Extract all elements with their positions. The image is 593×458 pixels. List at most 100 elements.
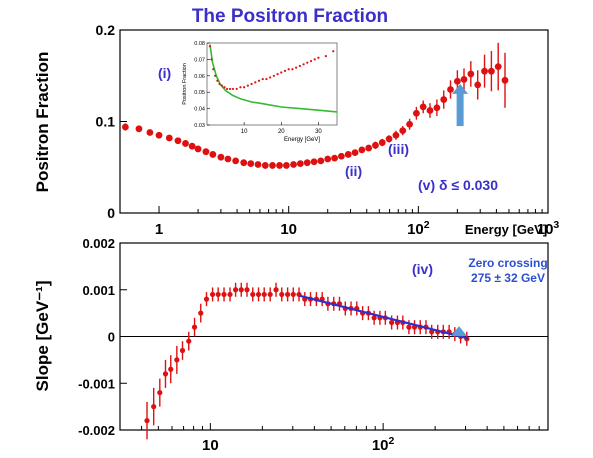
top-xlabel: Energy [GeV] xyxy=(465,222,547,237)
top-point xyxy=(194,145,202,153)
top-point xyxy=(282,162,290,169)
inset-point xyxy=(276,73,279,76)
top-point xyxy=(217,153,225,161)
top-point xyxy=(261,162,269,169)
top-point xyxy=(188,142,196,150)
top-point xyxy=(317,157,325,165)
bottom-point xyxy=(198,310,204,316)
bottom-point xyxy=(406,324,412,330)
zero-crossing-label: Zero crossing xyxy=(468,256,547,270)
inset-point xyxy=(298,64,301,68)
top-point xyxy=(365,144,373,152)
top-point xyxy=(224,155,232,163)
inset-point xyxy=(309,59,313,63)
top-point xyxy=(378,139,386,146)
top-point xyxy=(209,151,217,158)
bottom-point xyxy=(186,338,192,344)
top-point xyxy=(247,160,255,167)
bottom-y-tick-label: -0.002 xyxy=(78,423,115,438)
bottom-point xyxy=(244,287,250,293)
top-point xyxy=(269,162,276,169)
top-point xyxy=(240,159,248,167)
top-arrow-head xyxy=(452,83,469,94)
inset-point xyxy=(295,66,298,69)
top-point xyxy=(296,160,304,167)
top-point xyxy=(310,158,318,166)
top-point xyxy=(135,125,143,133)
top-x-tick-label: 103 xyxy=(537,219,560,238)
inset-point xyxy=(280,71,283,74)
bottom-ylabel: Slope [GeV⁻¹] xyxy=(33,281,52,392)
inset-point xyxy=(272,74,275,77)
bottom-point xyxy=(179,347,186,354)
bottom-point xyxy=(279,291,285,298)
label-ii: (ii) xyxy=(345,163,362,179)
inset-point xyxy=(243,86,246,89)
top-point xyxy=(406,120,413,128)
top-point xyxy=(481,67,488,75)
inset-point xyxy=(313,58,316,61)
top-point xyxy=(488,67,495,75)
bottom-point xyxy=(151,404,157,410)
top-point xyxy=(440,96,448,103)
bottom-point xyxy=(203,296,210,302)
bottom-point xyxy=(162,371,169,377)
bottom-y-tick-label: 0.002 xyxy=(82,236,115,251)
inset-x-tick-label: 10 xyxy=(241,129,248,135)
bottom-x-tick-label: 10 xyxy=(202,437,219,454)
inset-point xyxy=(317,56,320,59)
inset-frame xyxy=(206,42,338,126)
inset-point xyxy=(225,87,229,91)
bottom-point xyxy=(168,366,174,372)
inset-point xyxy=(291,68,294,71)
bottom-point xyxy=(273,287,279,293)
top-point xyxy=(447,86,454,93)
inset-point xyxy=(212,68,215,71)
top-point xyxy=(385,135,393,143)
top-point xyxy=(372,141,379,149)
top-point xyxy=(501,76,509,84)
top-point xyxy=(419,103,427,111)
inset-x-tick-label: 30 xyxy=(315,129,322,135)
inset-point xyxy=(302,63,305,66)
bottom-point xyxy=(191,324,198,330)
bottom-point xyxy=(389,319,395,326)
inset-point xyxy=(269,76,272,79)
top-point xyxy=(290,161,297,168)
inset-xlabel: Energy [GeV] xyxy=(284,137,320,143)
chart-title: The Positron Fraction xyxy=(192,6,388,27)
top-point xyxy=(174,137,182,145)
top-point xyxy=(324,155,332,163)
inset-point xyxy=(239,86,242,89)
inset-point xyxy=(332,50,335,53)
top-point xyxy=(202,148,210,156)
inset-y-tick-label: 0.03 xyxy=(194,123,205,129)
bottom-point xyxy=(255,291,262,298)
top-point xyxy=(303,159,311,167)
top-point xyxy=(474,81,482,89)
top-point xyxy=(165,134,173,142)
top-x-tick-label: 1 xyxy=(155,221,163,238)
inset-point xyxy=(261,77,264,81)
top-point xyxy=(232,157,240,165)
inset-point xyxy=(306,61,309,64)
inset-model-line xyxy=(209,44,338,113)
inset-point xyxy=(265,77,268,81)
inset-point xyxy=(246,84,249,87)
inset-point xyxy=(324,55,327,58)
top-x-tick-label: 10 xyxy=(280,221,297,238)
inset-point xyxy=(218,82,221,86)
top-y-tick-label: 0.2 xyxy=(96,22,116,38)
top-point xyxy=(358,146,366,154)
zero-crossing-value: 275 ± 32 GeV xyxy=(471,271,545,285)
bottom-point xyxy=(290,291,296,298)
top-point xyxy=(331,154,338,162)
inset-point xyxy=(250,82,253,86)
inset-point xyxy=(216,79,219,82)
inset-point xyxy=(235,87,238,91)
inset-point xyxy=(223,86,226,89)
top-point xyxy=(460,76,468,83)
top-point xyxy=(412,109,420,117)
bottom-point xyxy=(227,291,233,298)
bottom-point xyxy=(174,357,180,363)
